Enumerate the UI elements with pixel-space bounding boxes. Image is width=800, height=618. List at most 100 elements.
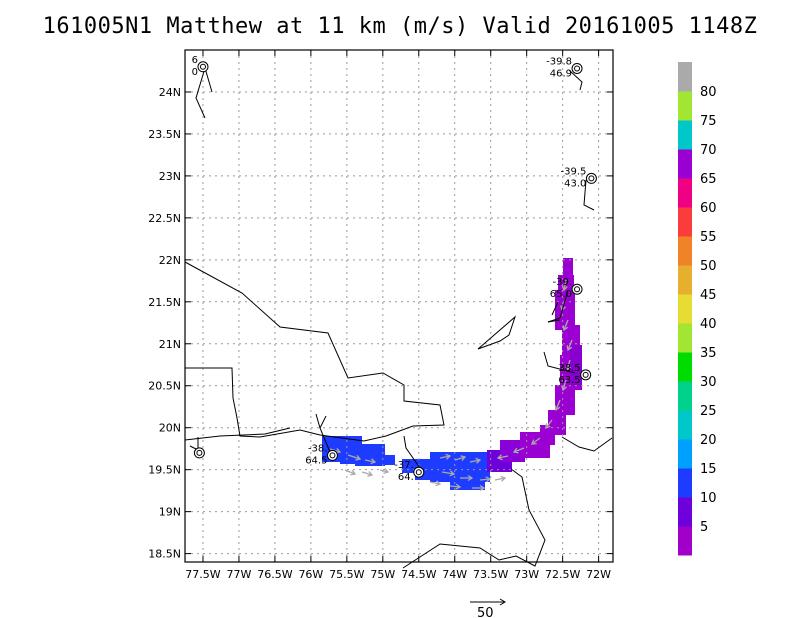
- wind-vector-head: [545, 423, 551, 429]
- wind-vector: [555, 399, 561, 411]
- wind-vector: [429, 481, 441, 485]
- wind-barb: [403, 435, 421, 469]
- wind-vector-head: [460, 455, 467, 461]
- wind-barb: [543, 351, 576, 374]
- axis-ticks: [185, 50, 613, 562]
- lat-label: 23.5N: [148, 128, 181, 141]
- wind-speed-shading: [322, 258, 582, 490]
- wind-vector-head: [455, 483, 462, 490]
- lon-label: 74.5W: [401, 568, 436, 581]
- shading-cell: [563, 258, 573, 278]
- wind-vector: [379, 469, 389, 473]
- station-ring-outer: [413, 466, 425, 478]
- wind-vector: [497, 455, 509, 459]
- wind-vector-head: [479, 484, 486, 492]
- wind-vector: [469, 459, 481, 463]
- colorbar-segment: [678, 178, 692, 208]
- colorbar-label: 25: [700, 404, 717, 419]
- station-temp: -38.: [308, 443, 328, 454]
- colorbar-label: 20: [700, 433, 717, 448]
- colorbar-segment: [678, 352, 692, 382]
- station-ring-outer: [571, 283, 583, 295]
- lon-label: 73.5W: [473, 568, 508, 581]
- station-temp: 6: [192, 55, 198, 66]
- station-ring-inner: [574, 286, 581, 293]
- station-markers: 60 -39.846.9 -39.543.0 -39.65.0 38.563.5 -38.…: [192, 55, 597, 483]
- colorbar-label: 55: [700, 230, 717, 245]
- colorbar-segment: [678, 439, 692, 469]
- wind-vector: [361, 471, 373, 476]
- colorbar-segment: [678, 207, 692, 237]
- wind-vector-head: [467, 474, 474, 482]
- wind-barb: [204, 67, 213, 93]
- wind-vector-head: [554, 405, 561, 412]
- wind-vector-head: [500, 475, 507, 482]
- hispaniola-coastline: [402, 468, 546, 569]
- wind-vector: [347, 454, 361, 460]
- colorbar-label: 45: [700, 288, 717, 303]
- wind-barb: [568, 69, 583, 91]
- station-temp: -39.: [553, 277, 573, 288]
- station-temp: -39.5: [561, 166, 587, 177]
- wind-vector: [545, 419, 553, 429]
- lon-label: 75W: [370, 568, 395, 581]
- lat-label: 19.5N: [148, 464, 181, 477]
- longitude-labels: 77.5W 77W 76.5W 76W 75.5W 75W 74.5W 74W 73.5W 73W…: [185, 568, 611, 581]
- station-ring-inner: [415, 469, 422, 476]
- colorbar-label: 15: [700, 462, 717, 477]
- colorbar-segment: [678, 265, 692, 295]
- wind-vector-head: [367, 471, 374, 477]
- colorbar-segment: [678, 526, 692, 556]
- colorbar: 5 10 15 20 25 30 35 40 45 50 55 60 65 70 75 80: [678, 62, 717, 556]
- station-temp: 38.5: [558, 363, 580, 374]
- shading-cell: [385, 455, 395, 465]
- lon-label: 76W: [298, 568, 323, 581]
- lat-label: 19N: [159, 506, 181, 519]
- wind-vector: [513, 447, 525, 453]
- colorbar-segment: [678, 91, 692, 121]
- colorbar-label: 30: [700, 375, 717, 390]
- wind-vector-head: [445, 453, 452, 460]
- lon-label: 77.5W: [185, 568, 220, 581]
- wind-vector: [567, 339, 573, 351]
- lon-label: 73W: [514, 568, 539, 581]
- colorbar-segment: [678, 120, 692, 150]
- lat-label: 20N: [159, 422, 181, 435]
- wind-vector-head: [531, 439, 537, 445]
- wind-vector-head: [475, 457, 482, 464]
- wind-vector: [454, 456, 466, 461]
- wind-vector: [449, 485, 461, 488]
- wind-vector: [562, 379, 567, 391]
- colorbar-label: 35: [700, 346, 717, 361]
- coastline: [184, 261, 613, 569]
- shading-cell: [415, 470, 440, 480]
- station-value: 64.5: [305, 455, 327, 466]
- lat-label: 23N: [159, 170, 181, 183]
- cuba-coastline: [184, 261, 445, 442]
- station-temp: -37.: [394, 460, 414, 471]
- shading-cell: [355, 444, 385, 466]
- lat-label: 20.5N: [148, 380, 181, 393]
- wind-vector: [441, 471, 455, 475]
- colorbar-label: 10: [700, 491, 717, 506]
- colorbar-segment: [678, 62, 692, 92]
- colorbar-label: 80: [700, 85, 717, 100]
- colorbar-label: 70: [700, 143, 717, 158]
- station-ring-inner: [574, 65, 581, 72]
- shading-cell: [548, 410, 566, 435]
- station-ring-outer: [193, 447, 205, 459]
- colorbar-segment: [678, 410, 692, 440]
- station-value: 63.5: [558, 375, 580, 386]
- lon-label: 75.5W: [329, 568, 364, 581]
- wind-vector-head: [355, 454, 362, 461]
- wind-vectors: [329, 279, 573, 492]
- wind-vector-head: [512, 447, 519, 454]
- shading-cell: [558, 275, 574, 295]
- wind-vector-head: [350, 469, 357, 476]
- wind-vector: [563, 319, 569, 331]
- lat-lon-grid: [185, 50, 613, 562]
- wind-vector: [563, 279, 567, 291]
- wind-vector: [439, 455, 451, 459]
- colorbar-label: 50: [700, 259, 717, 274]
